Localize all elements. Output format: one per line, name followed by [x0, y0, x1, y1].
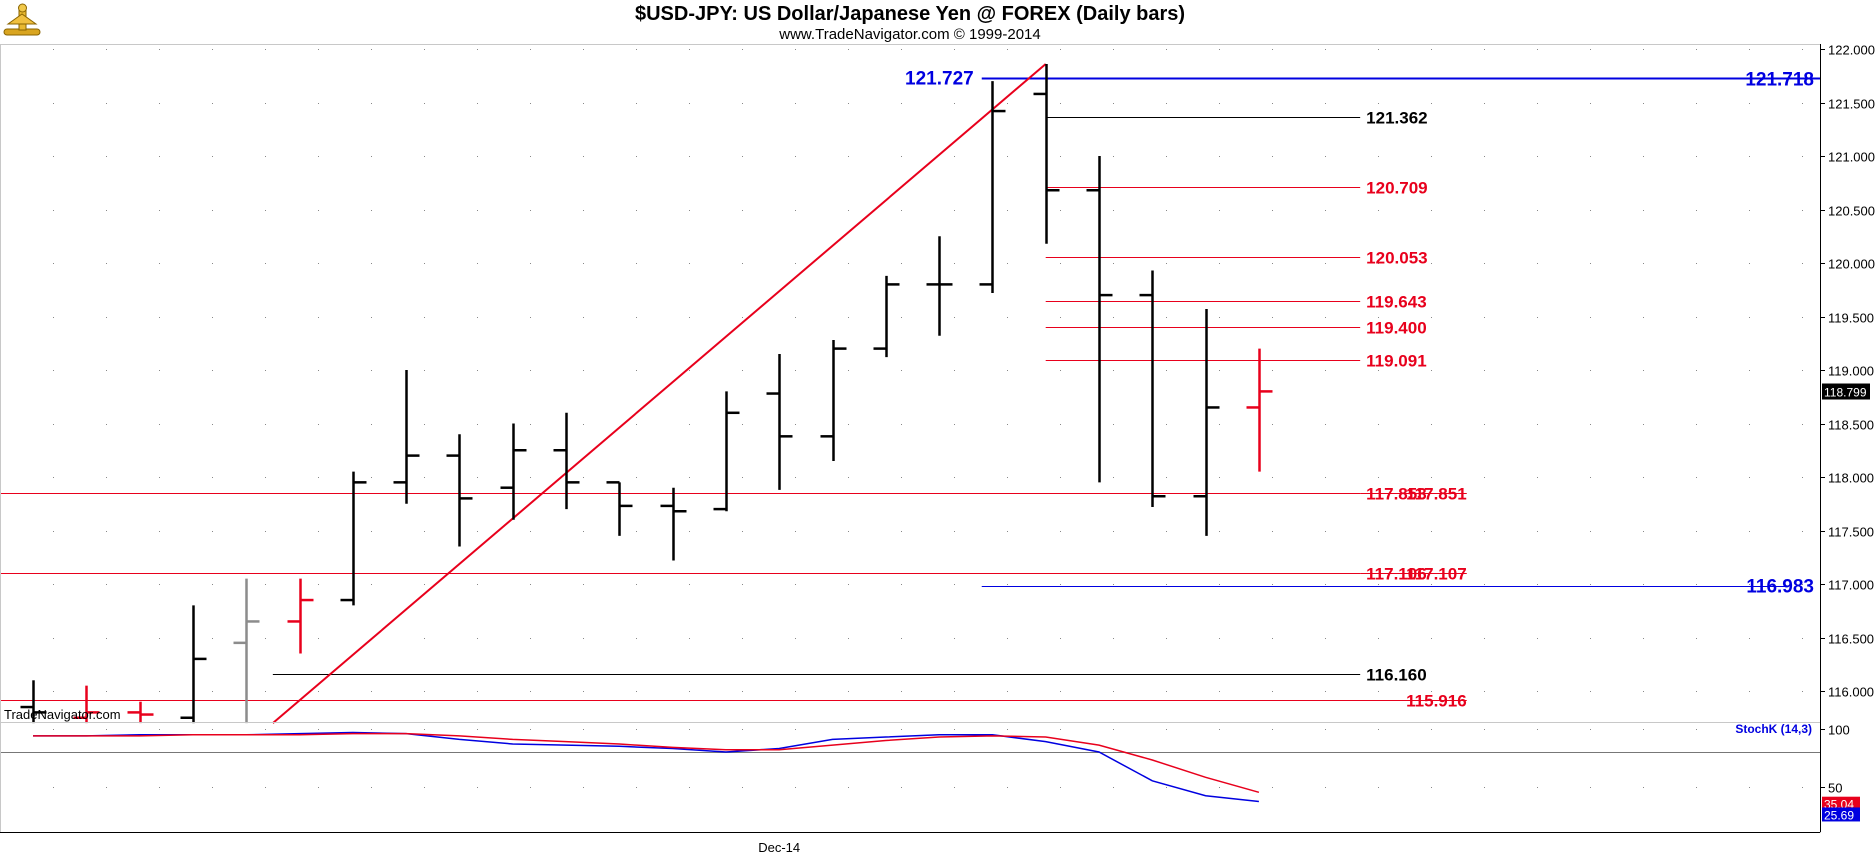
ohlc-bar: [1139, 270, 1166, 507]
ohlc-bar: [606, 481, 633, 536]
y-tick-label: 118.000: [1828, 471, 1874, 486]
ohlc-bar: [20, 680, 47, 724]
ohlc-bar: [660, 487, 687, 561]
y-tick-label: 117.500: [1828, 525, 1874, 540]
stoch-tick-label: 50: [1828, 781, 1842, 796]
level-label-fib-119643: 119.643: [1366, 293, 1427, 312]
ohlc-bar: [500, 423, 527, 520]
y-tick-label: 121.000: [1828, 150, 1875, 165]
trade-navigator-logo-icon: [2, 2, 44, 42]
stoch-fast-badge: [1822, 807, 1860, 822]
y-tick-label: 120.000: [1828, 257, 1875, 272]
ohlc-bar: [340, 471, 367, 606]
ohlc-bar: [979, 81, 1006, 293]
ohlc-bar: [713, 391, 740, 512]
level-label-fib-120709: 120.709: [1366, 179, 1427, 198]
y-tick-label: 121.500: [1828, 97, 1875, 112]
trend-line: [272, 63, 1047, 724]
y-tick-label: 119.500: [1828, 311, 1874, 326]
watermark-label: TradeNavigator.com: [4, 707, 121, 722]
chart-title: $USD-JPY: US Dollar/Japanese Yen @ FOREX…: [634, 3, 1186, 25]
y-tick-label: 119.000: [1828, 364, 1874, 379]
ohlc-bar: [180, 605, 207, 724]
chart-subtitle: www.TradeNavigator.com © 1999-2014: [779, 26, 1041, 43]
ohlc-bar: [1086, 156, 1113, 483]
ohlc-bar: [873, 275, 900, 358]
level-label-fib-121362: 121.362: [1366, 109, 1427, 128]
level-label-fib-116160: 116.160: [1366, 666, 1427, 685]
current-price-label: 118.799: [1824, 386, 1867, 400]
ohlc-bar: [73, 685, 100, 724]
ohlc-bar: [393, 370, 420, 504]
stoch-tick-label: 100: [1828, 723, 1850, 738]
ohlc-bar: [1246, 348, 1273, 472]
stoch-line-fast: [33, 731, 1259, 803]
level-label-left: 121.727: [905, 69, 974, 90]
level-label-fib-117851: 117.851: [1406, 485, 1467, 504]
level-label-right: 121.718: [1745, 70, 1814, 91]
ohlc-bar: [446, 434, 473, 547]
y-tick-label: 118.500: [1828, 418, 1874, 433]
stoch-slow-badge: [1822, 796, 1860, 811]
stoch-fast-value: 25.69: [1824, 808, 1854, 822]
y-tick-label: 116.500: [1828, 632, 1874, 647]
level-label-fib-115916: 115.916: [1406, 692, 1467, 711]
ohlc-bar: [926, 236, 953, 336]
level-label-fib-116983: 116.983: [1746, 577, 1814, 598]
ohlc-bar: [1193, 309, 1220, 536]
y-tick-label: 120.500: [1828, 204, 1875, 219]
y-tick-label: 116.000: [1828, 685, 1874, 700]
ohlc-bar: [233, 578, 260, 724]
x-tick-label: Dec-14: [758, 840, 800, 855]
plot-frame: [0, 44, 1821, 833]
current-price-badge: [1822, 383, 1870, 400]
level-label-fib-119400: 119.400: [1366, 319, 1427, 338]
level-label-fib-117107: 117.107: [1406, 565, 1467, 584]
y-tick-label: 117.000: [1828, 578, 1874, 593]
ohlc-bar: [553, 412, 580, 510]
ohlc-bar: [127, 701, 154, 724]
stoch-line-slow: [33, 732, 1260, 794]
level-label-fib-120053: 120.053: [1366, 249, 1427, 268]
stoch-title: StochK (14,3): [1735, 722, 1812, 736]
ohlc-bar: [766, 353, 793, 490]
y-tick-label: 122.000: [1828, 43, 1875, 58]
ohlc-bar: [1033, 63, 1060, 244]
level-label-fib-119091: 119.091: [1366, 352, 1427, 371]
ohlc-bar: [820, 340, 847, 461]
ohlc-bar: [287, 578, 314, 654]
